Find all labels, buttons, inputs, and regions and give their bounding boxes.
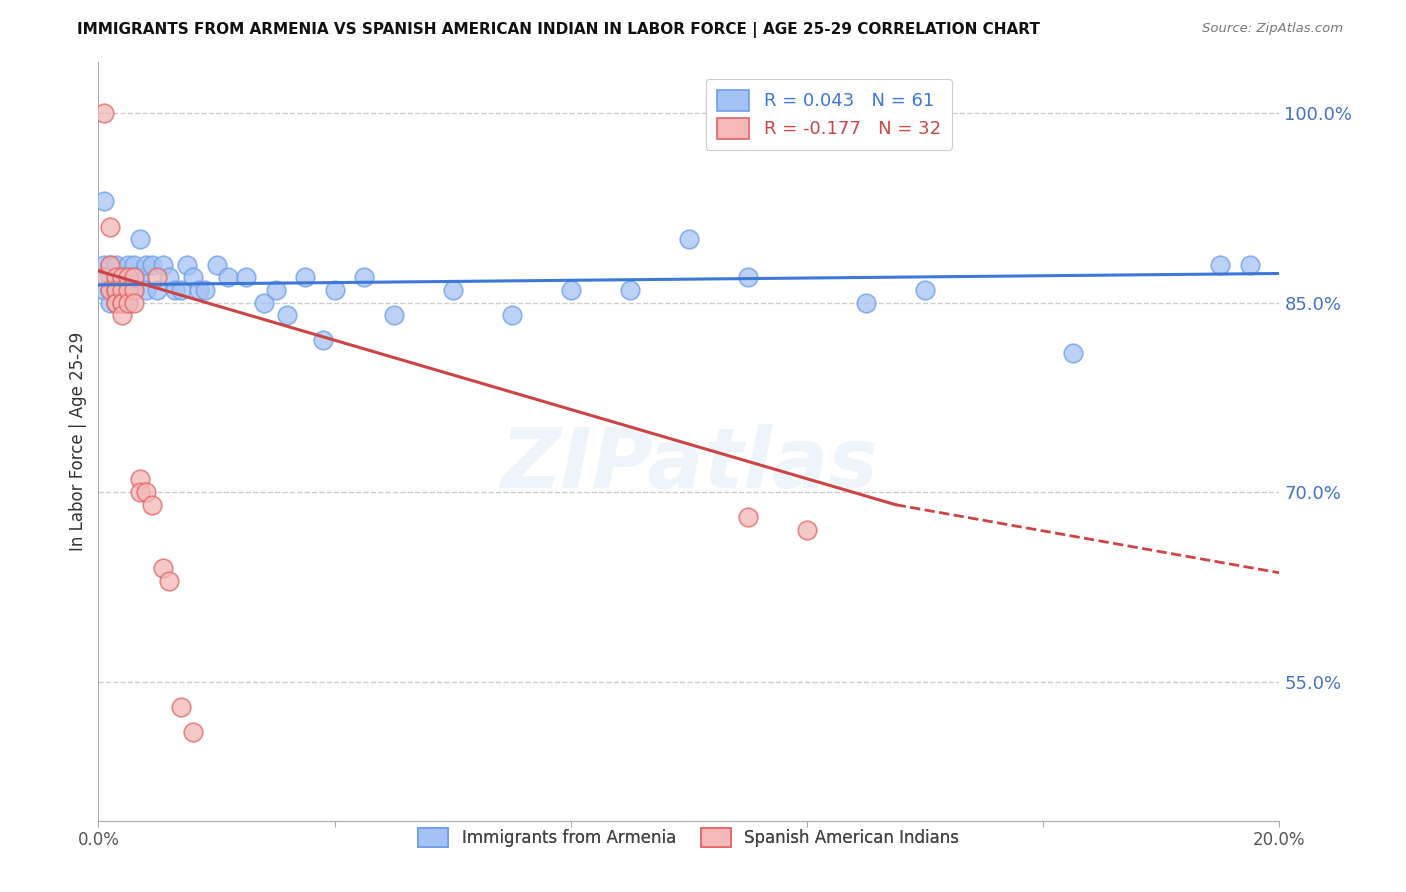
Point bbox=[205, 258, 228, 272]
Point bbox=[135, 283, 157, 297]
Point bbox=[253, 295, 276, 310]
Point bbox=[93, 258, 115, 272]
Point bbox=[217, 270, 239, 285]
Point bbox=[122, 270, 145, 285]
Point bbox=[122, 283, 145, 297]
Point bbox=[122, 258, 145, 272]
Point bbox=[105, 283, 128, 297]
Y-axis label: In Labor Force | Age 25-29: In Labor Force | Age 25-29 bbox=[69, 332, 87, 551]
Point bbox=[93, 106, 115, 120]
Point bbox=[796, 523, 818, 537]
Point bbox=[122, 270, 145, 285]
Point bbox=[737, 510, 759, 524]
Point bbox=[1239, 258, 1261, 272]
Point bbox=[135, 485, 157, 500]
Point bbox=[560, 283, 582, 297]
Point bbox=[117, 270, 139, 285]
Point bbox=[181, 725, 204, 739]
Point bbox=[98, 258, 121, 272]
Point bbox=[157, 270, 180, 285]
Point bbox=[294, 270, 316, 285]
Point bbox=[146, 283, 169, 297]
Point bbox=[187, 283, 209, 297]
Point bbox=[111, 295, 134, 310]
Point bbox=[98, 219, 121, 234]
Point bbox=[312, 334, 335, 348]
Point bbox=[105, 283, 128, 297]
Point bbox=[152, 258, 174, 272]
Point bbox=[111, 283, 134, 297]
Point bbox=[111, 308, 134, 322]
Point bbox=[276, 308, 298, 322]
Point bbox=[117, 295, 139, 310]
Point bbox=[194, 283, 217, 297]
Point bbox=[170, 283, 193, 297]
Point bbox=[619, 283, 641, 297]
Point bbox=[264, 283, 287, 297]
Point bbox=[170, 699, 193, 714]
Point bbox=[323, 283, 346, 297]
Point bbox=[105, 283, 128, 297]
Point bbox=[105, 295, 128, 310]
Point bbox=[105, 295, 128, 310]
Point bbox=[141, 498, 163, 512]
Point bbox=[105, 258, 128, 272]
Point bbox=[157, 574, 180, 588]
Point bbox=[117, 283, 139, 297]
Point bbox=[382, 308, 405, 322]
Point bbox=[111, 283, 134, 297]
Point bbox=[122, 295, 145, 310]
Point bbox=[93, 270, 115, 285]
Text: IMMIGRANTS FROM ARMENIA VS SPANISH AMERICAN INDIAN IN LABOR FORCE | AGE 25-29 CO: IMMIGRANTS FROM ARMENIA VS SPANISH AMERI… bbox=[77, 22, 1040, 38]
Point bbox=[117, 283, 139, 297]
Point bbox=[93, 194, 115, 209]
Point bbox=[105, 295, 128, 310]
Point bbox=[111, 270, 134, 285]
Point bbox=[1209, 258, 1232, 272]
Point bbox=[111, 295, 134, 310]
Legend: Immigrants from Armenia, Spanish American Indians: Immigrants from Armenia, Spanish America… bbox=[412, 822, 966, 854]
Text: Source: ZipAtlas.com: Source: ZipAtlas.com bbox=[1202, 22, 1343, 36]
Point bbox=[111, 283, 134, 297]
Point bbox=[93, 283, 115, 297]
Point bbox=[111, 270, 134, 285]
Point bbox=[98, 283, 121, 297]
Point bbox=[117, 295, 139, 310]
Point bbox=[128, 485, 150, 500]
Point bbox=[122, 283, 145, 297]
Point bbox=[111, 270, 134, 285]
Point bbox=[1062, 346, 1084, 360]
Point bbox=[105, 270, 128, 285]
Point bbox=[105, 270, 128, 285]
Point bbox=[181, 270, 204, 285]
Point bbox=[117, 270, 139, 285]
Point bbox=[141, 258, 163, 272]
Point bbox=[128, 473, 150, 487]
Point bbox=[353, 270, 375, 285]
Point bbox=[855, 295, 877, 310]
Point bbox=[98, 270, 121, 285]
Point bbox=[165, 283, 187, 297]
Point bbox=[98, 258, 121, 272]
Point bbox=[152, 561, 174, 575]
Point bbox=[105, 270, 128, 285]
Point bbox=[98, 295, 121, 310]
Point bbox=[914, 283, 936, 297]
Point bbox=[128, 270, 150, 285]
Point bbox=[176, 258, 198, 272]
Point bbox=[146, 270, 169, 285]
Point bbox=[235, 270, 257, 285]
Point bbox=[98, 283, 121, 297]
Point bbox=[737, 270, 759, 285]
Point bbox=[117, 258, 139, 272]
Point bbox=[135, 258, 157, 272]
Point bbox=[105, 283, 128, 297]
Text: ZIPatlas: ZIPatlas bbox=[501, 424, 877, 505]
Point bbox=[117, 283, 139, 297]
Point bbox=[678, 232, 700, 246]
Point bbox=[128, 232, 150, 246]
Point bbox=[441, 283, 464, 297]
Point bbox=[501, 308, 523, 322]
